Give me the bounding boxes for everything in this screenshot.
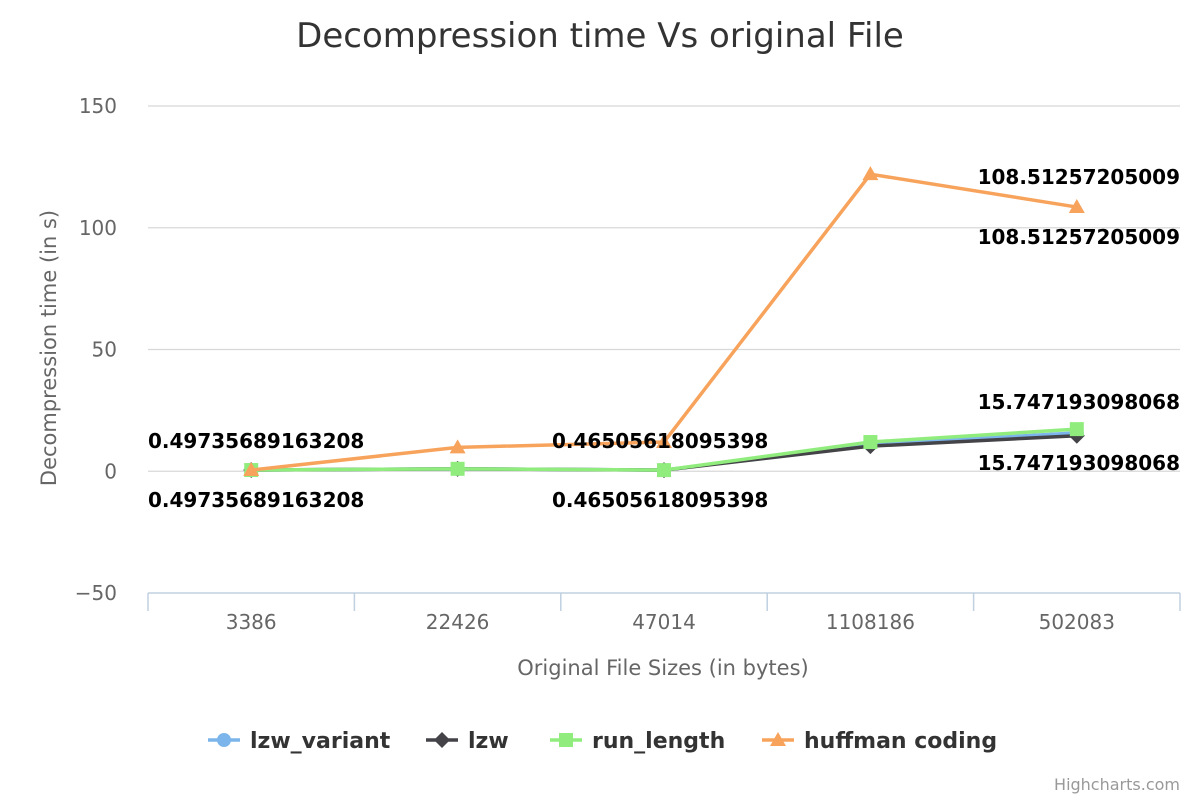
- point: [450, 461, 465, 476]
- legend-label[interactable]: run_length: [592, 729, 725, 754]
- y-tick-label: −50: [75, 581, 117, 605]
- legend-item-lzw_variant[interactable]: lzw_variant: [208, 729, 391, 754]
- x-axis: 3386 22426 47014 1108186 502083: [147, 592, 1181, 634]
- x-tick-label: 1108186: [826, 610, 915, 634]
- series-line: [251, 172, 1078, 472]
- legend-item-run_length[interactable]: run_length: [550, 729, 725, 754]
- data-label: 0.49735689163208: [148, 429, 364, 453]
- data-label: 0.49735689163208: [148, 488, 364, 512]
- point: [657, 463, 671, 478]
- series-layer: [243, 166, 1085, 479]
- legend-label[interactable]: lzw_variant: [250, 729, 391, 754]
- data-label: 0.46505618095398: [552, 488, 768, 512]
- y-axis-title: Decompression time (in s): [37, 210, 61, 486]
- x-tick-label: 22426: [426, 610, 490, 634]
- point: [1069, 422, 1084, 437]
- point: [559, 733, 573, 747]
- legend-label[interactable]: lzw: [468, 729, 509, 754]
- point: [656, 434, 672, 449]
- legend-item-lzw[interactable]: lzw: [426, 729, 509, 754]
- point: [770, 732, 786, 746]
- y-tick-label: 0: [104, 459, 117, 483]
- data-label: 15.747193098068: [978, 451, 1180, 475]
- x-tick-label: 3386: [226, 610, 277, 634]
- data-label: 0.46505618095398: [552, 429, 768, 453]
- point: [434, 732, 450, 748]
- data-labels: 0.49735689163208 0.49735689163208 0.465056…: [148, 165, 1180, 512]
- data-label: 108.51257205009: [978, 165, 1180, 189]
- y-tick-label: 150: [79, 94, 117, 118]
- point: [1068, 199, 1085, 214]
- y-tick-label: 100: [79, 216, 117, 240]
- y-tick-label: 50: [92, 338, 117, 362]
- credits-link[interactable]: Highcharts.com: [1054, 775, 1180, 794]
- point: [863, 435, 878, 450]
- legend-item-huffman-coding[interactable]: huffman coding: [762, 729, 997, 754]
- data-label: 15.747193098068: [978, 390, 1180, 414]
- point: [217, 733, 231, 747]
- x-tick-label: 47014: [632, 610, 696, 634]
- point: [243, 462, 260, 477]
- point: [862, 166, 879, 181]
- x-axis-title: Original File Sizes (in bytes): [517, 656, 808, 680]
- data-label: 108.51257205009: [978, 225, 1180, 249]
- chart-title: Decompression time Vs original File: [296, 16, 904, 56]
- point: [449, 439, 466, 454]
- legend: lzw_variant lzw run_length huffman coding: [208, 729, 997, 754]
- grid: −50 0 50 100 150: [75, 94, 1180, 605]
- legend-label[interactable]: huffman coding: [804, 729, 997, 754]
- x-tick-label: 502083: [1039, 610, 1115, 634]
- series-huffman-coding: [243, 166, 1085, 477]
